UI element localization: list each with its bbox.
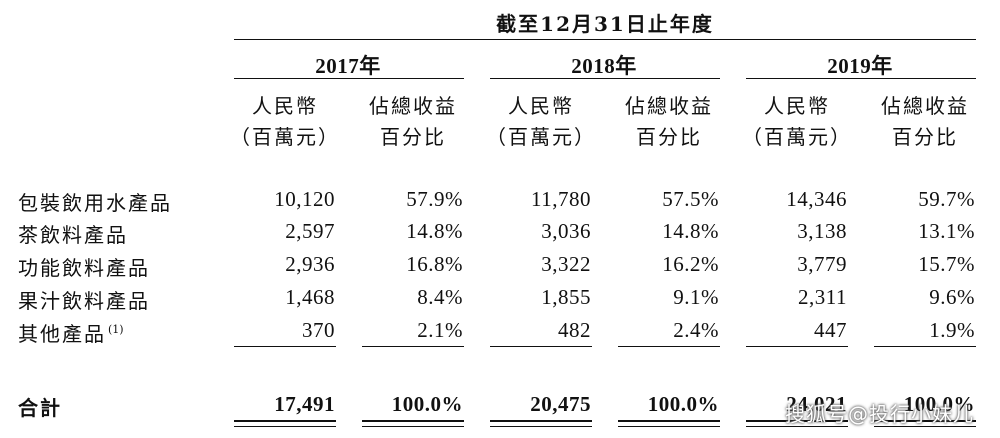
row-label: 茶飲料產品	[18, 223, 128, 247]
cell: 482	[558, 318, 591, 342]
col-rmb-2019: 人民幣	[764, 94, 830, 118]
year-rule-2017	[234, 78, 464, 79]
total-rule	[618, 420, 720, 422]
row-label: 包裝飲用水產品	[18, 191, 172, 215]
cell: 3,138	[797, 219, 847, 243]
col-share-2019: 佔總收益	[881, 94, 969, 118]
footnote-marker: (1)	[108, 323, 124, 336]
cell: 14.8%	[662, 219, 719, 243]
total-rule	[490, 426, 592, 427]
cell: 3,036	[541, 219, 591, 243]
col-pct-2019: 百分比	[892, 125, 958, 149]
year-2018: 2018年	[571, 54, 637, 78]
cell: 1,855	[541, 285, 591, 309]
cell: 57.9%	[406, 187, 463, 211]
col-pct-2017: 百分比	[380, 125, 446, 149]
cell: 3,779	[797, 252, 847, 276]
cell: 9.1%	[673, 285, 719, 309]
total-rule	[362, 420, 464, 422]
cell: 2.4%	[673, 318, 719, 342]
cell: 1.9%	[929, 318, 975, 342]
total-rule	[490, 420, 592, 422]
cell: 9.6%	[929, 285, 975, 309]
total-cell: 24,021	[786, 392, 847, 416]
col-unit-2017: （百萬元）	[230, 125, 340, 149]
header-rule	[234, 39, 976, 40]
total-rule	[234, 420, 336, 422]
row-label-other: 其他產品 (1)	[18, 318, 124, 347]
cell: 15.7%	[918, 252, 975, 276]
year-rule-2019	[746, 78, 976, 79]
col-rmb-2018: 人民幣	[508, 94, 574, 118]
period-heading: 截至12月31日止年度	[496, 12, 714, 36]
col-pct-2018: 百分比	[636, 125, 702, 149]
cell: 3,322	[541, 252, 591, 276]
year-rule-2018	[490, 78, 720, 79]
total-rule	[362, 426, 464, 427]
total-cell: 17,491	[274, 392, 335, 416]
cell: 57.5%	[662, 187, 719, 211]
subtotal-rule	[490, 346, 592, 347]
cell: 370	[302, 318, 335, 342]
cell: 16.8%	[406, 252, 463, 276]
subtotal-rule	[362, 346, 464, 347]
cell: 447	[814, 318, 847, 342]
cell: 2,311	[798, 285, 847, 309]
col-unit-2018: （百萬元）	[486, 125, 596, 149]
year-2017: 2017年	[315, 54, 381, 78]
total-cell: 20,475	[530, 392, 591, 416]
total-rule	[874, 426, 976, 427]
subtotal-rule	[874, 346, 976, 347]
subtotal-rule	[618, 346, 720, 347]
total-rule	[874, 420, 976, 422]
col-unit-2019: （百萬元）	[742, 125, 852, 149]
row-label: 功能飲料產品	[18, 256, 150, 280]
total-cell: 100.0%	[391, 392, 463, 416]
total-rule	[746, 426, 848, 427]
cell: 8.4%	[417, 285, 463, 309]
row-label: 果汁飲料產品	[18, 289, 150, 313]
total-cell: 100.0%	[647, 392, 719, 416]
total-rule	[746, 420, 848, 422]
total-cell: 100.0%	[903, 392, 975, 416]
cell: 2,936	[285, 252, 335, 276]
row-label: 其他產品	[18, 322, 106, 346]
cell: 11,780	[531, 187, 591, 211]
cell: 13.1%	[918, 219, 975, 243]
cell: 14.8%	[406, 219, 463, 243]
subtotal-rule	[234, 346, 336, 347]
col-share-2018: 佔總收益	[625, 94, 713, 118]
cell: 59.7%	[918, 187, 975, 211]
cell: 2.1%	[417, 318, 463, 342]
cell: 2,597	[285, 219, 335, 243]
total-rule	[234, 426, 336, 427]
col-rmb-2017: 人民幣	[252, 94, 318, 118]
cell: 14,346	[786, 187, 847, 211]
year-2019: 2019年	[827, 54, 893, 78]
cell: 1,468	[285, 285, 335, 309]
cell: 10,120	[274, 187, 335, 211]
cell: 16.2%	[662, 252, 719, 276]
col-share-2017: 佔總收益	[369, 94, 457, 118]
subtotal-rule	[746, 346, 848, 347]
total-label: 合計	[18, 396, 62, 420]
watermark-text: 搜狐号@投行小妹儿	[785, 402, 974, 426]
total-rule	[618, 426, 720, 427]
